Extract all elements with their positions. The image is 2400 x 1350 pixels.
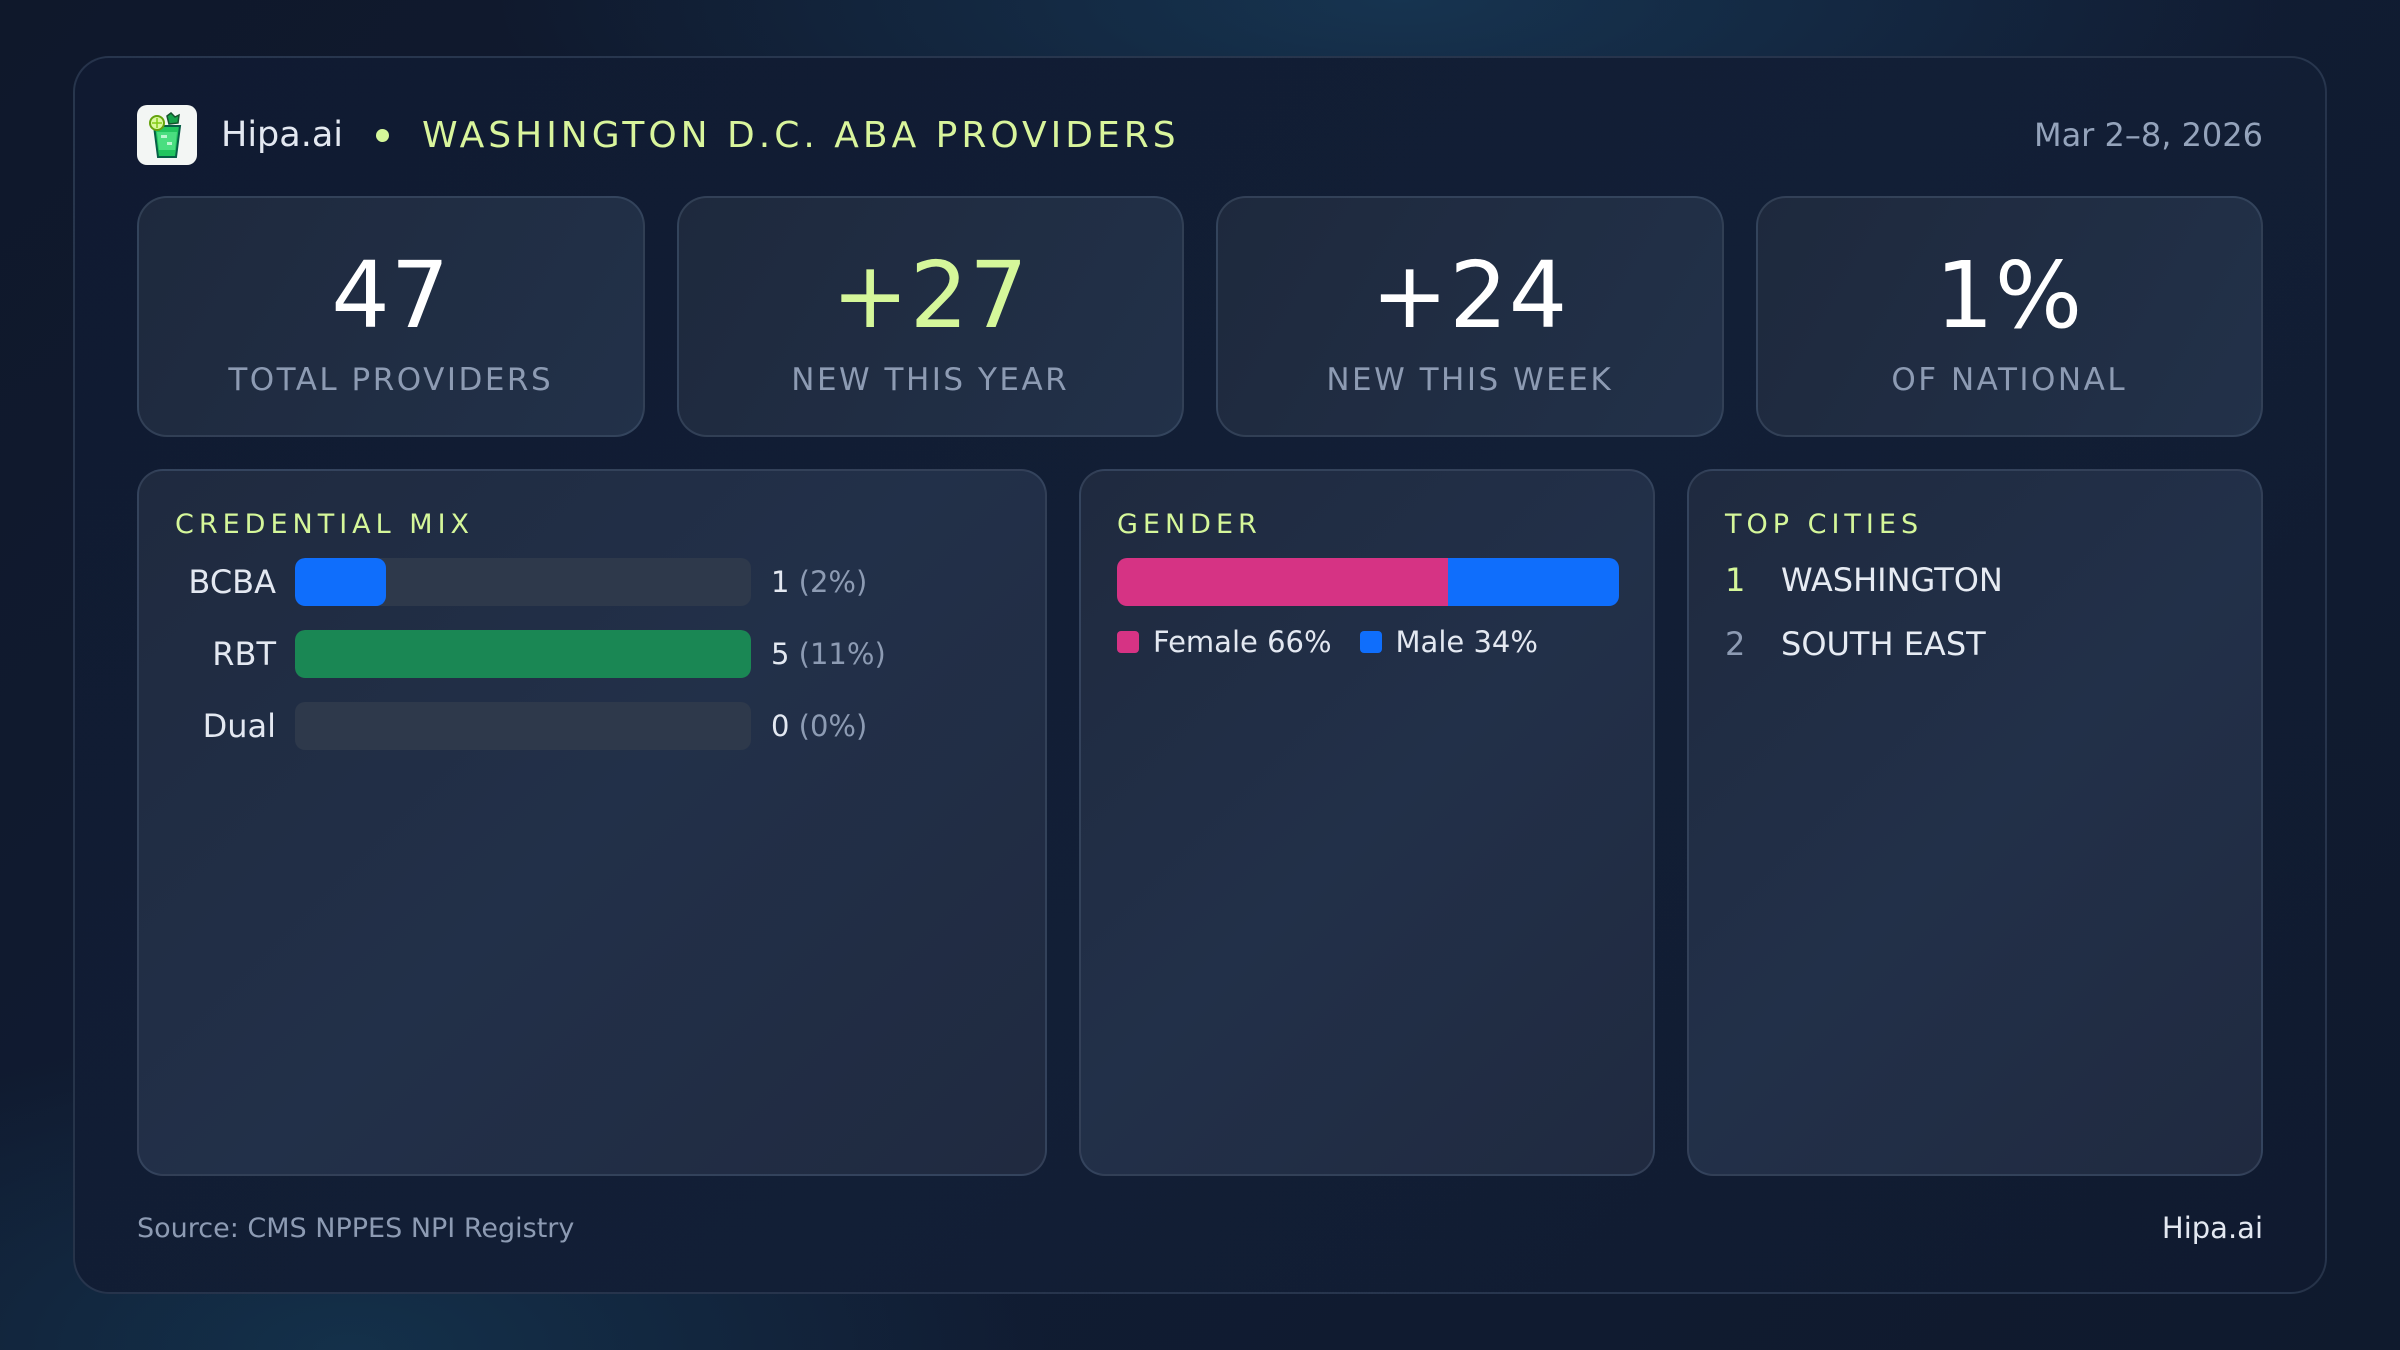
gender-legend: Female 66% Male 34% [1117, 625, 1566, 659]
kpi-value: 47 [331, 242, 451, 349]
credential-bar-fill [295, 630, 751, 678]
credential-row-dual: Dual 0 (0%) [139, 702, 1045, 750]
credential-label: BCBA [188, 563, 276, 601]
credential-bar-track [295, 630, 751, 678]
gender-stacked-bar [1117, 558, 1619, 606]
brand-name: Hipa.ai [221, 115, 344, 155]
page-title: WASHINGTON D.C. ABA PROVIDERS [422, 114, 1180, 156]
kpi-total-providers: 47 TOTAL PROVIDERS [137, 196, 645, 437]
kpi-new-this-year: +27 NEW THIS YEAR [676, 196, 1184, 437]
kpi-of-national: 1% OF NATIONAL [1755, 196, 2263, 437]
city-name: WASHINGTON [1781, 561, 2003, 599]
city-rank: 2 [1725, 625, 1746, 663]
kpi-label: OF NATIONAL [1891, 362, 2128, 398]
city-name: SOUTH EAST [1781, 625, 1986, 663]
gender-segment-male [1448, 558, 1619, 606]
panel-title: TOP CITIES [1725, 509, 1924, 540]
kpi-value: +24 [1371, 242, 1569, 349]
legend-swatch-icon [1117, 631, 1139, 653]
gender-panel: GENDER Female 66% Male 34% [1079, 469, 1655, 1176]
gender-segment-female [1117, 558, 1449, 606]
footer-source: Source: CMS NPPES NPI Registry [137, 1213, 575, 1244]
mojito-glass-icon [137, 105, 197, 165]
credential-row-rbt: RBT 5 (11%) [139, 630, 1045, 678]
credential-label: RBT [212, 635, 276, 673]
kpi-label: NEW THIS WEEK [1326, 362, 1614, 398]
legend-label: Female 66% [1153, 625, 1332, 659]
credential-pct: (2%) [798, 565, 868, 599]
panel-title: CREDENTIAL MIX [175, 509, 475, 540]
credential-value: 0 (0%) [771, 709, 867, 743]
city-list-item: 1 WASHINGTON [1725, 561, 2003, 599]
credential-label: Dual [202, 707, 276, 745]
credential-count: 5 [771, 637, 790, 671]
credential-pct: (0%) [798, 709, 868, 743]
credential-pct: (11%) [798, 637, 886, 671]
city-rank: 1 [1725, 561, 1746, 599]
kpi-row: 47 TOTAL PROVIDERS +27 NEW THIS YEAR +24… [137, 196, 2263, 437]
credential-value: 5 (11%) [771, 637, 886, 671]
kpi-value: +27 [831, 242, 1029, 349]
city-list-item: 2 SOUTH EAST [1725, 625, 1986, 663]
date-range: Mar 2–8, 2026 [2033, 116, 2263, 154]
credential-row-bcba: BCBA 1 (2%) [139, 558, 1045, 606]
credential-count: 1 [771, 565, 790, 599]
credential-value: 1 (2%) [771, 565, 867, 599]
kpi-value: 1% [1935, 242, 2084, 349]
top-cities-panel: TOP CITIES 1 WASHINGTON 2 SOUTH EAST [1687, 469, 2263, 1176]
credential-bar-track [295, 702, 751, 750]
legend-item-female: Female 66% [1117, 625, 1332, 659]
credential-count: 0 [771, 709, 790, 743]
credential-bar-fill [295, 558, 387, 606]
header: Hipa.ai WASHINGTON D.C. ABA PROVIDERS Ma… [137, 105, 2263, 165]
separator-dot [376, 128, 390, 142]
kpi-label: TOTAL PROVIDERS [228, 362, 554, 398]
panel-title: GENDER [1117, 509, 1262, 540]
footer-brand: Hipa.ai [2161, 1211, 2263, 1245]
legend-swatch-icon [1359, 631, 1382, 653]
credential-mix-panel: CREDENTIAL MIX BCBA 1 (2%) RBT 5 (11%) D… [137, 469, 1047, 1176]
kpi-new-this-week: +24 NEW THIS WEEK [1216, 196, 1724, 437]
credential-bar-track [295, 558, 751, 606]
legend-label: Male 34% [1395, 625, 1538, 659]
legend-item-male: Male 34% [1359, 625, 1538, 659]
kpi-label: NEW THIS YEAR [791, 362, 1070, 398]
